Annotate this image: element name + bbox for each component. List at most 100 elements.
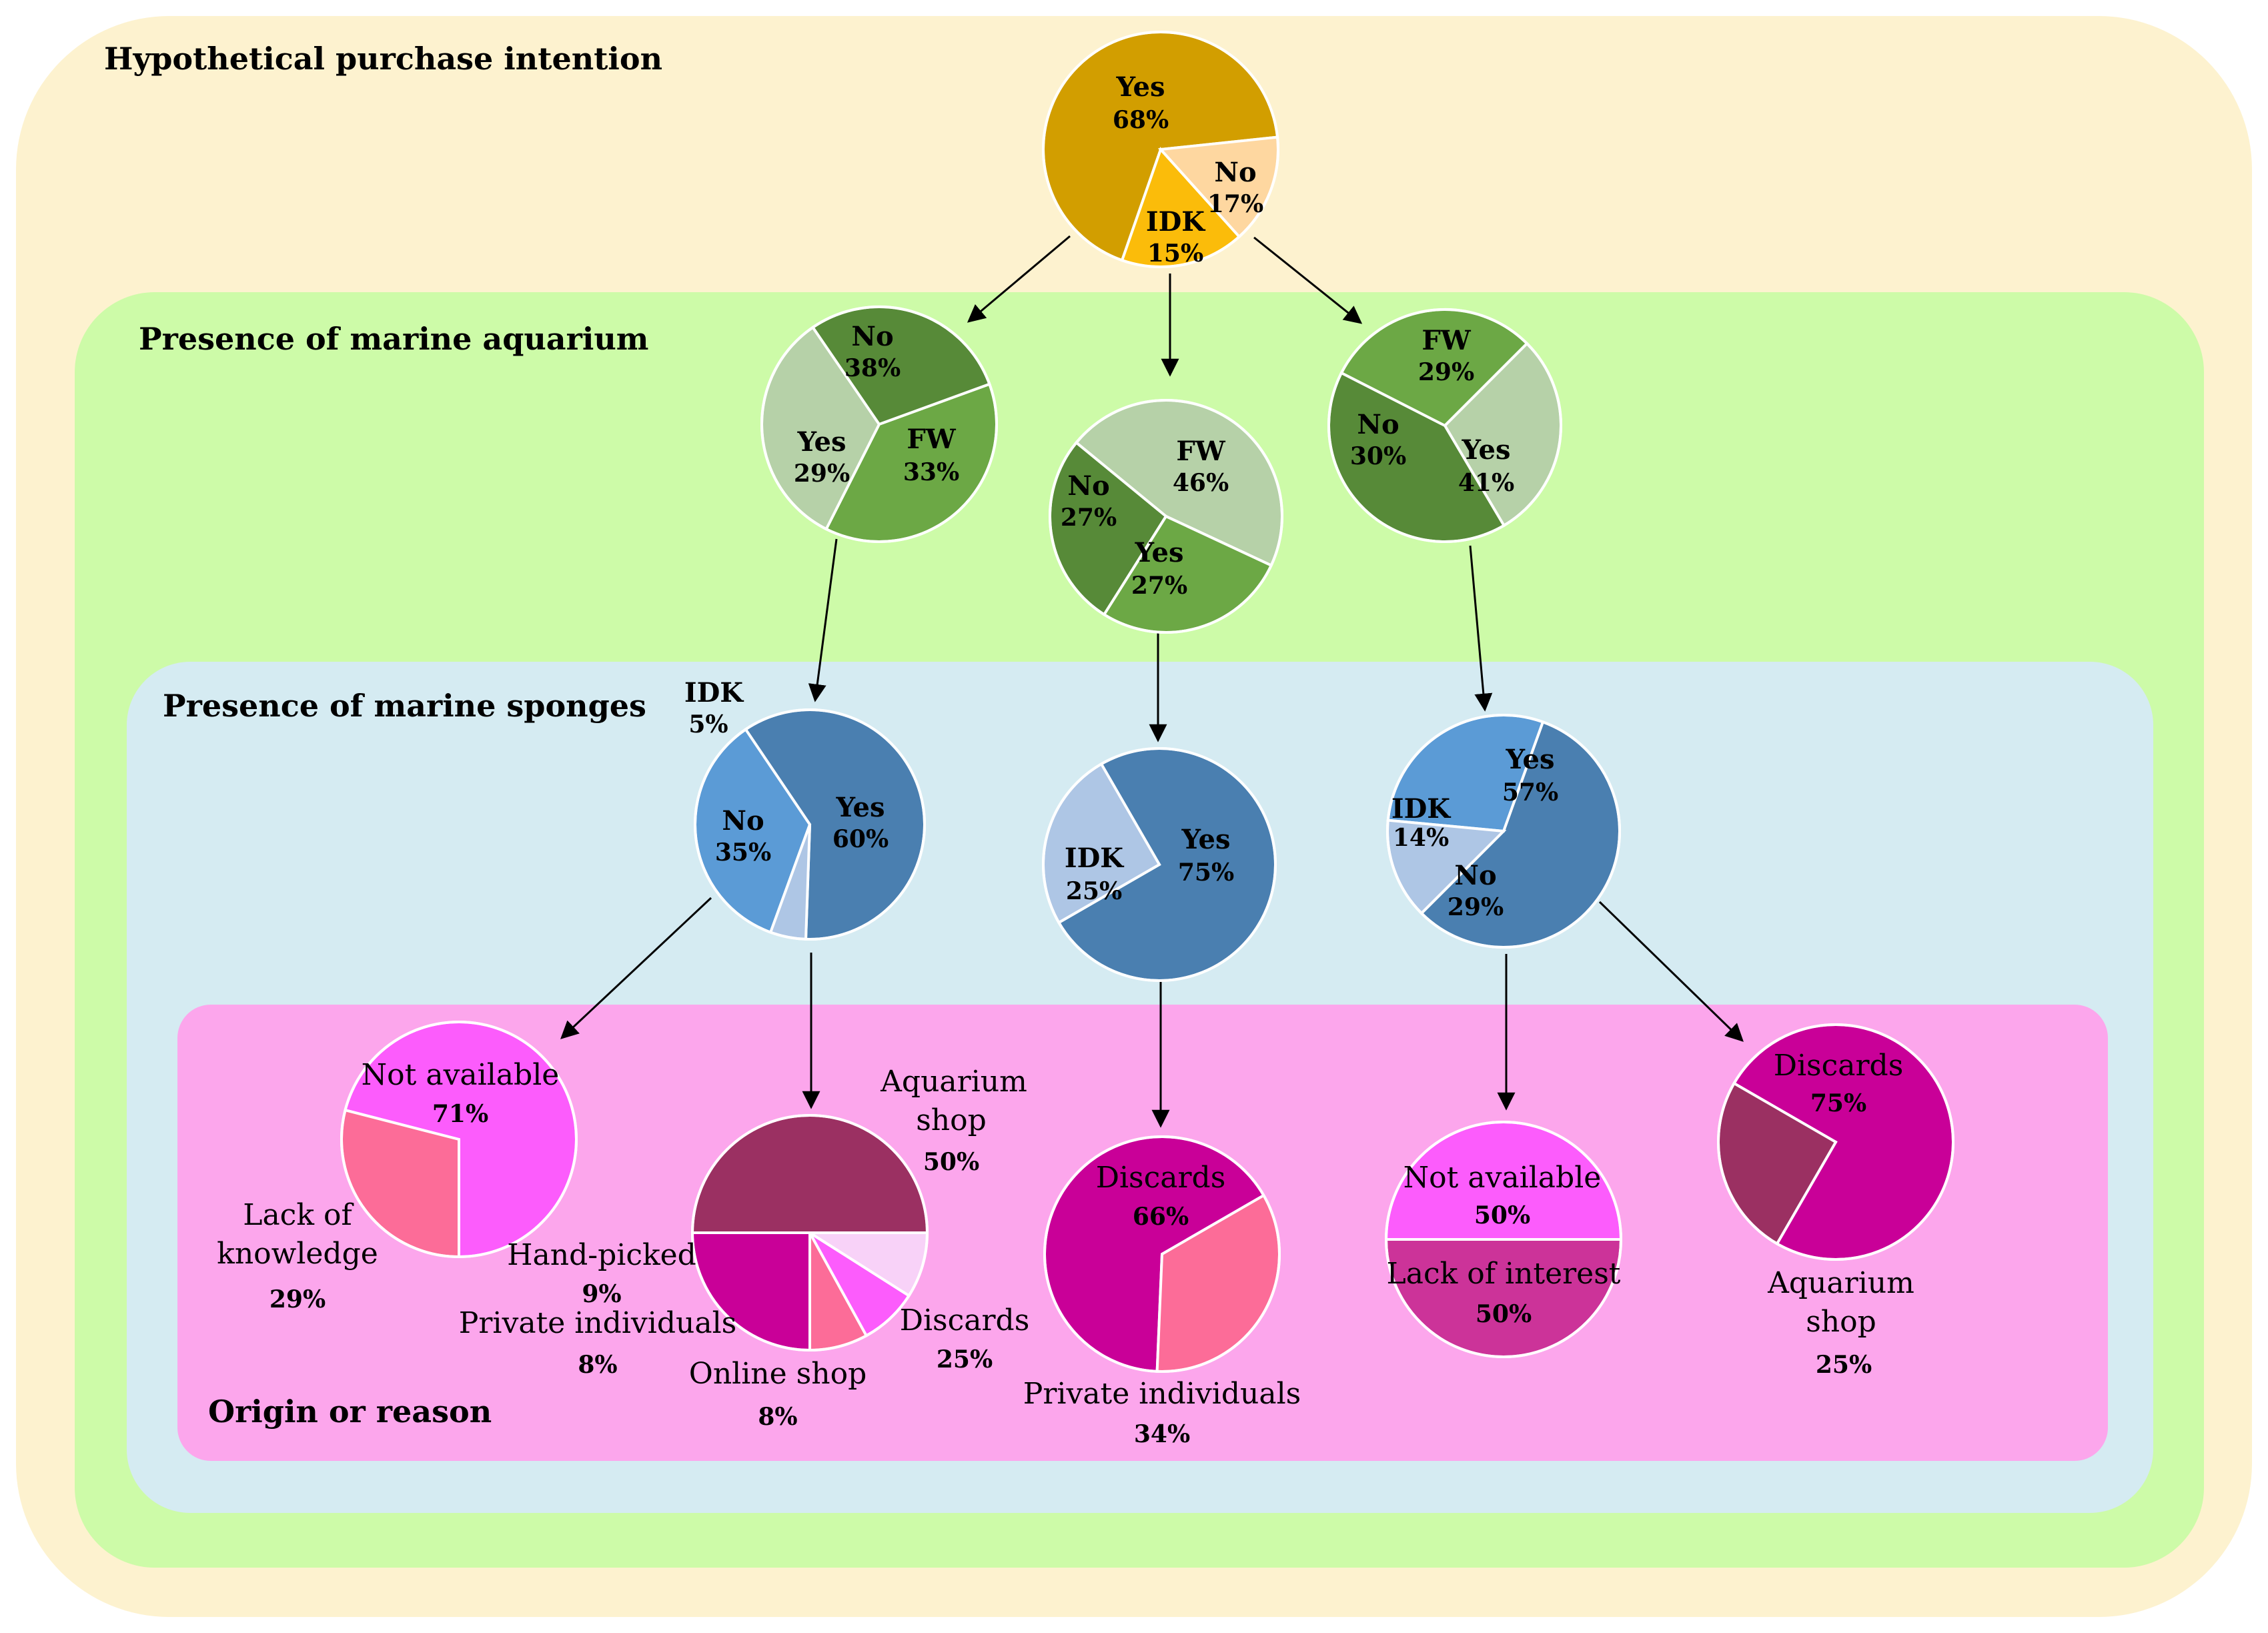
pie-label: shop	[916, 1103, 987, 1137]
arrow-aquarium-to-sponges-right	[1469, 545, 1493, 712]
pie-pct: 8%	[758, 1403, 797, 1431]
pie-charts	[340, 31, 1954, 1373]
pie-label: Discards	[1096, 1161, 1226, 1195]
pie-sponges-right	[1386, 714, 1621, 949]
pie-pct: 30%	[1350, 442, 1406, 470]
pie-pct: 41%	[1458, 469, 1514, 497]
pie-outline	[1385, 1121, 1622, 1358]
arrow-sponges-to-not-available	[560, 897, 712, 1039]
labels-origin-discards-right: Discards 75% Aquarium shop 25%	[1767, 1049, 1914, 1379]
pie-label: Not available	[362, 1058, 560, 1092]
pie-pct: 14%	[1393, 824, 1449, 852]
pie-label: FW	[1176, 436, 1225, 467]
pie-origin-discards-middle	[1043, 1135, 1281, 1373]
pie-pct: 33%	[903, 458, 959, 486]
pie-label: IDK	[1065, 843, 1124, 874]
arrow-aquarium-to-sponges-left	[808, 538, 838, 702]
pie-pct: 9%	[582, 1280, 621, 1308]
pie-label: Yes	[1461, 434, 1510, 466]
pie-label: No	[1454, 860, 1496, 891]
pie-pct: 29%	[1448, 893, 1504, 921]
pie-pct: 15%	[1147, 239, 1203, 267]
arrow-purchase-to-aquarium-left	[967, 235, 1071, 323]
connector-arrows	[560, 235, 1744, 1128]
pie-pct: 27%	[1131, 572, 1187, 600]
pie-outline	[760, 306, 998, 543]
pie-label: No	[1357, 409, 1399, 440]
pie-sponges-left	[694, 708, 926, 941]
pie-outline	[1042, 31, 1279, 268]
pie-pct: 46%	[1173, 469, 1229, 497]
pie-origin-discards-right	[1717, 1023, 1954, 1261]
pie-pct: 35%	[715, 839, 771, 867]
pie-label: shop	[1806, 1305, 1876, 1339]
labels-sponges-middle: Yes 75% IDK 25%	[1065, 824, 1234, 905]
pie-label: Not available	[1403, 1161, 1602, 1195]
pie-outline	[1327, 308, 1562, 543]
pie-pct: 68%	[1113, 106, 1169, 134]
pie-outline	[340, 1021, 578, 1258]
labels-sponges-left: Yes 60% No 35% IDK 5%	[684, 677, 889, 867]
pie-outline	[1043, 1135, 1281, 1373]
pie-label: IDK	[1146, 206, 1205, 237]
pie-origin-aquarium-shop	[690, 1114, 929, 1352]
pie-aquarium-given-yes	[760, 306, 998, 543]
pie-sponges-middle	[1042, 747, 1277, 982]
pie-pct: 8%	[578, 1351, 617, 1379]
pie-aquarium-given-no	[1327, 308, 1562, 543]
labels-sponges-right: Yes 57% No 29% IDK 14%	[1391, 744, 1558, 921]
pie-outline	[691, 1114, 929, 1351]
pie-outline	[1386, 714, 1621, 949]
pie-pct: 29%	[794, 460, 850, 488]
pie-label: IDK	[1391, 793, 1451, 825]
pie-label: Yes	[796, 426, 846, 458]
pie-label: knowledge	[217, 1237, 378, 1271]
labels-reason-not-available-right: Not available 50% Lack of interest 50%	[1387, 1161, 1621, 1328]
pie-pct: 50%	[1474, 1201, 1530, 1229]
labels-reason-not-available: Not available 71% Lack of knowledge 29%	[217, 1058, 559, 1313]
pie-pct: 29%	[1418, 358, 1474, 386]
pie-pct: 25%	[1816, 1351, 1872, 1379]
labels-aquarium-middle: FW 46% Yes 27% No 27%	[1061, 436, 1229, 600]
labels-origin-aquarium-shop: Aquarium shop 50% Discards 25% Online sh…	[459, 1065, 1030, 1431]
arrow-sponges-to-discards-right	[1598, 901, 1744, 1042]
pie-outline	[694, 708, 926, 941]
labels-origin-discards-middle: Discards 66% Private individuals 34%	[1023, 1161, 1301, 1448]
pie-label: No	[1067, 470, 1109, 502]
pie-pct: 5%	[688, 710, 728, 738]
pie-outline	[1717, 1023, 1954, 1261]
labels-aquarium-right: FW 29% Yes 41% No 30%	[1350, 325, 1514, 497]
pie-pct: 57%	[1502, 778, 1558, 806]
pie-label: Lack of interest	[1387, 1257, 1621, 1291]
pie-label: Yes	[1115, 71, 1165, 103]
labels-purchase-intention: Yes 68% No 17% IDK 15%	[1113, 71, 1263, 267]
pie-pct: 34%	[1134, 1420, 1190, 1448]
pie-outline	[1042, 747, 1277, 982]
pie-label: Yes	[1134, 537, 1183, 568]
pie-pct: 25%	[1066, 877, 1122, 905]
pie-pct: 71%	[432, 1100, 488, 1128]
origin-section-title: Origin or reason	[208, 1394, 492, 1430]
pie-label: Yes	[835, 792, 885, 823]
pie-aquarium-given-idk	[1048, 398, 1284, 634]
sponges-section-title: Presence of marine sponges	[163, 688, 646, 724]
pie-label: Lack of	[243, 1198, 354, 1232]
pie-label: No	[1214, 157, 1256, 188]
pie-label: IDK	[684, 677, 744, 708]
pie-label: No	[851, 321, 893, 352]
pie-pct: 27%	[1061, 504, 1117, 532]
pie-pct: 38%	[844, 354, 901, 382]
pie-pct: 25%	[937, 1345, 993, 1374]
pie-pct: 75%	[1810, 1089, 1866, 1117]
pie-label: Yes	[1505, 744, 1554, 775]
arrow-purchase-to-aquarium-right	[1253, 236, 1363, 324]
pie-label: No	[722, 805, 764, 837]
pie-pct: 29%	[269, 1285, 326, 1313]
pie-label: Private individuals	[459, 1306, 736, 1340]
pie-purchase-intention	[1042, 31, 1279, 268]
pie-label: Discards	[1774, 1049, 1904, 1083]
pie-label: Aquarium	[880, 1065, 1027, 1099]
pie-label: Private individuals	[1023, 1377, 1301, 1411]
labels-aquarium-left: No 38% FW 33% Yes 29%	[794, 321, 959, 488]
